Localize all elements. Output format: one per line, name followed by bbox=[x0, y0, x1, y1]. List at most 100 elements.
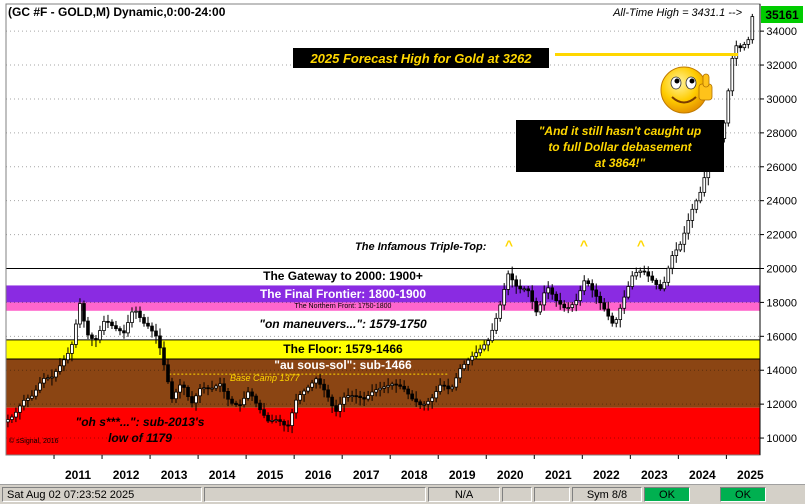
candle-body bbox=[354, 395, 358, 398]
zone-label-northern-front: The Northern Front: 1750-1800 bbox=[295, 303, 392, 310]
candle-body bbox=[350, 395, 354, 398]
x-tick-label: 2016 bbox=[305, 468, 332, 482]
status-ok-1[interactable]: OK bbox=[644, 487, 690, 502]
y-tick-label: 22000 bbox=[766, 230, 797, 242]
candle-body bbox=[562, 303, 567, 309]
candle-body bbox=[190, 396, 194, 404]
status-na: N/A bbox=[428, 487, 500, 502]
candle-body bbox=[138, 310, 142, 318]
candle-body bbox=[550, 287, 555, 295]
candle-body bbox=[282, 421, 286, 426]
candle-body bbox=[150, 325, 154, 332]
candle-body bbox=[22, 399, 26, 407]
quote-box bbox=[516, 120, 724, 172]
candle-body bbox=[46, 377, 50, 380]
candle-body bbox=[502, 289, 506, 306]
candle-body bbox=[326, 389, 330, 398]
candle-body bbox=[198, 388, 202, 397]
candle-body bbox=[94, 338, 98, 341]
candle-body bbox=[734, 45, 739, 59]
x-tick-label: 2017 bbox=[353, 468, 380, 482]
candle-body bbox=[98, 330, 102, 341]
candle-body bbox=[66, 352, 70, 361]
x-tick-label: 2018 bbox=[401, 468, 428, 482]
forecast-box bbox=[293, 48, 549, 68]
candle-body bbox=[598, 295, 603, 304]
candle-body bbox=[422, 403, 426, 406]
zone-gateway bbox=[6, 268, 760, 286]
x-tick-label: 2011 bbox=[65, 468, 91, 482]
candle-body bbox=[250, 391, 254, 397]
x-tick-label: 2012 bbox=[113, 468, 140, 482]
candle-body bbox=[538, 304, 543, 313]
candle-body bbox=[106, 320, 110, 323]
forecast-label: 2025 Forecast High for Gold at 3262 bbox=[309, 51, 532, 66]
candle-body bbox=[42, 378, 46, 384]
y-tick-label: 14000 bbox=[766, 365, 797, 377]
candle-body bbox=[82, 303, 86, 322]
candle-body bbox=[594, 289, 599, 297]
candle-body bbox=[566, 307, 571, 309]
candle-body bbox=[274, 419, 278, 422]
candle-body bbox=[742, 44, 747, 49]
candle-body bbox=[286, 424, 290, 427]
candle-body bbox=[642, 270, 647, 273]
candle-body bbox=[442, 384, 446, 387]
candles-layer bbox=[6, 13, 755, 434]
candle-body bbox=[646, 271, 651, 277]
candle-body bbox=[126, 322, 130, 334]
zone-label-frontier: The Final Frontier: 1800-1900 bbox=[260, 287, 426, 301]
quote-line-3: at 3864!" bbox=[595, 156, 646, 170]
x-axis: 2011 2012 2013 2014 2015 2016 2017 2018 2019 2020… bbox=[53, 455, 764, 482]
candle-body bbox=[86, 320, 90, 336]
candle-body bbox=[682, 232, 687, 245]
candle-body bbox=[118, 328, 122, 332]
candle-body bbox=[222, 383, 226, 392]
zone-floor bbox=[6, 339, 760, 360]
candle-body bbox=[418, 401, 422, 406]
candle-body bbox=[122, 330, 126, 334]
candle-body bbox=[366, 395, 370, 400]
candle-body bbox=[370, 391, 374, 396]
candle-body bbox=[130, 311, 134, 323]
candle-body bbox=[454, 377, 458, 388]
price-tag: 35161 bbox=[765, 8, 799, 22]
candle-body bbox=[166, 364, 170, 383]
zone-label-maneuvers: "on maneuvers...": 1579-1750 bbox=[259, 317, 427, 331]
candle-body bbox=[486, 340, 490, 346]
candle-body bbox=[698, 191, 703, 202]
candle-body bbox=[574, 300, 579, 306]
candle-body bbox=[38, 382, 42, 391]
candle-body bbox=[518, 285, 522, 290]
candle-body bbox=[50, 376, 54, 379]
candle-body bbox=[490, 329, 494, 342]
candle-body bbox=[510, 273, 514, 281]
y-tick-label: 28000 bbox=[766, 128, 797, 140]
candle-body bbox=[34, 389, 38, 397]
candle-body bbox=[462, 363, 466, 370]
candle-body bbox=[526, 288, 530, 292]
candle-body bbox=[398, 384, 402, 387]
candle-body bbox=[30, 395, 34, 399]
y-axis: 10000 12000 14000 16000 18000 20000 22000 24000… bbox=[760, 26, 797, 445]
candle-body bbox=[610, 315, 615, 324]
y-tick-label: 20000 bbox=[766, 263, 797, 275]
candle-body bbox=[726, 90, 731, 124]
x-tick-label: 2013 bbox=[161, 468, 188, 482]
candle-body bbox=[474, 352, 478, 357]
status-datetime: Sat Aug 02 07:23:52 2025 bbox=[2, 487, 202, 502]
candle-body bbox=[666, 267, 671, 283]
status-ok-2[interactable]: OK bbox=[720, 487, 766, 502]
candle-body bbox=[738, 45, 743, 49]
quote-line-2: to full Dollar debasement bbox=[548, 140, 692, 154]
thumbs-up-smiley-icon bbox=[660, 66, 713, 114]
candle-body bbox=[330, 396, 334, 407]
candle-body bbox=[694, 200, 699, 210]
candle-body bbox=[606, 308, 611, 317]
candle-body bbox=[346, 395, 350, 398]
status-blank bbox=[204, 487, 426, 502]
zone-label-sub2013-line-1: "oh s***...": sub-2013's bbox=[76, 415, 205, 429]
zone-northern_front bbox=[6, 302, 760, 311]
candle-body bbox=[78, 303, 82, 325]
